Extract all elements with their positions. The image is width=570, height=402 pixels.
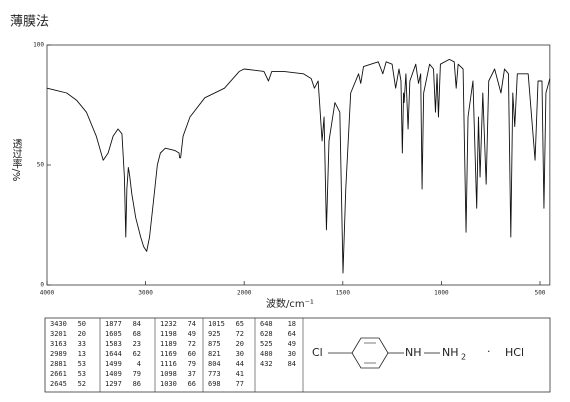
peak-wavenumber: 875 [208,340,221,348]
peak-transmittance: 65 [236,320,244,328]
spectrum-line [46,58,551,274]
peak-wavenumber: 1098 [160,370,177,378]
peak-wavenumber: 1499 [105,360,122,368]
peak-wavenumber: 1189 [160,340,177,348]
x-tick-label: 1000 [434,290,449,297]
peak-wavenumber: 1030 [160,380,177,388]
peak-transmittance: 72 [188,340,196,348]
x-axis-label: 波数/cm⁻¹ [266,297,314,310]
peak-transmittance: 4 [137,360,141,368]
peak-transmittance: 60 [188,350,196,358]
peak-wavenumber: 1297 [105,380,122,388]
peak-transmittance: 72 [236,330,244,338]
chem-nh: NH [405,346,422,359]
structure: Cl NH NH 2 · HCl [312,337,524,369]
x-tick-label: 500 [535,290,546,297]
peak-wavenumber: 1232 [160,320,177,328]
peak-transmittance: 64 [288,330,296,338]
chart-title: 薄膜法 [10,15,49,30]
peak-wavenumber: 804 [208,360,221,368]
table-frame [44,317,551,393]
peak-wavenumber: 648 [260,320,273,328]
x-tick-label: 2000 [237,290,252,297]
peak-transmittance: 86 [133,380,141,388]
chem-dot: · [487,345,491,358]
peak-transmittance: 20 [236,340,244,348]
peak-transmittance: 66 [188,380,196,388]
peak-transmittance: 49 [288,340,296,348]
chem-hcl: HCl [505,346,524,359]
y-tick-label: 100 [33,42,44,49]
peak-wavenumber: 3430 [50,320,67,328]
peak-wavenumber: 1583 [105,340,122,348]
y-tick-label: 0 [40,282,44,289]
peak-wavenumber: 1877 [105,320,122,328]
peak-wavenumber: 1605 [105,330,122,338]
peak-wavenumber: 1015 [208,320,225,328]
peak-transmittance: 53 [78,370,86,378]
peak-wavenumber: 2881 [50,360,67,368]
peak-transmittance: 33 [78,340,86,348]
peak-transmittance: 68 [133,330,141,338]
x-tick-label: 4000 [40,290,55,297]
peak-wavenumber: 1198 [160,330,177,338]
peak-transmittance: 79 [188,360,196,368]
peak-wavenumber: 925 [208,330,221,338]
peak-transmittance: 50 [78,320,86,328]
peak-transmittance: 84 [133,320,141,328]
peak-transmittance: 13 [78,350,86,358]
x-tick-label: 3000 [138,290,153,297]
chem-sub: 2 [461,353,466,362]
peak-wavenumber: 698 [208,380,221,388]
chem-nh2: NH [442,346,459,359]
peak-transmittance: 30 [236,350,244,358]
peak-transmittance: 62 [133,350,141,358]
plot-frame [46,44,551,286]
peak-wavenumber: 2661 [50,370,67,378]
peak-wavenumber: 3163 [50,340,67,348]
table-dividers [99,318,304,392]
peak-wavenumber: 2989 [50,350,67,358]
peak-wavenumber: 1409 [105,370,122,378]
peak-transmittance: 53 [78,360,86,368]
peak-wavenumber: 432 [260,360,273,368]
peak-wavenumber: 3201 [50,330,67,338]
peak-wavenumber: 480 [260,350,273,358]
peak-transmittance: 37 [188,370,196,378]
peak-wavenumber: 2645 [50,380,67,388]
y-axis-label: 透过率/% [10,138,22,181]
peak-transmittance: 18 [288,320,296,328]
peak-transmittance: 84 [288,360,296,368]
peak-transmittance: 20 [78,330,86,338]
peak-wavenumber: 525 [260,340,273,348]
peak-wavenumber: 773 [208,370,221,378]
peak-transmittance: 49 [188,330,196,338]
x-tick-label: 1500 [336,290,351,297]
peak-transmittance: 79 [133,370,141,378]
peak-transmittance: 77 [236,380,244,388]
peak-transmittance: 23 [133,340,141,348]
peak-transmittance: 41 [236,370,244,378]
chem-cl: Cl [312,346,323,359]
peak-wavenumber: 1644 [105,350,122,358]
peak-transmittance: 74 [188,320,196,328]
peak-wavenumber: 1169 [160,350,177,358]
peak-transmittance: 30 [288,350,296,358]
peak-wavenumber: 1116 [160,360,177,368]
peak-wavenumber: 628 [260,330,273,338]
peak-wavenumber: 821 [208,350,221,358]
y-tick-label: 50 [37,162,45,169]
peak-transmittance: 52 [78,380,86,388]
peak-transmittance: 44 [236,360,244,368]
